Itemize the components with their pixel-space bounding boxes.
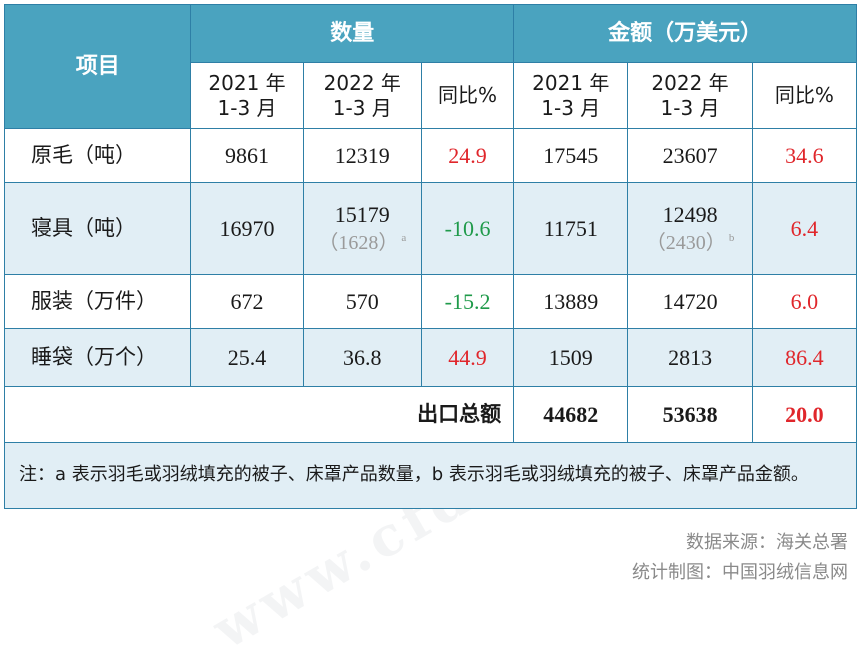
total-a2021: 44682 xyxy=(513,386,629,443)
cell-a2022-sub: （2430） xyxy=(645,232,726,255)
header-item: 项目 xyxy=(3,4,192,129)
cell-q-yoy: -10.6 xyxy=(420,182,515,275)
cell-q2021: 672 xyxy=(190,274,304,329)
cell-q2022: 12319 xyxy=(302,128,422,183)
total-a2022: 53638 xyxy=(627,386,753,443)
cell-a-yoy: 86.4 xyxy=(751,328,858,387)
total-row: 出口总额 44682 53638 20.0 xyxy=(3,386,858,443)
header-a2022: 2022 年 1-3 月 xyxy=(627,62,753,129)
cell-q-yoy: 44.9 xyxy=(420,328,515,387)
cell-a-yoy: 6.0 xyxy=(751,274,858,329)
cell-a2022: 23607 xyxy=(627,128,753,183)
header-a2021: 2021 年 1-3 月 xyxy=(513,62,629,129)
cell-a-yoy: 34.6 xyxy=(751,128,858,183)
cell-a2021: 11751 xyxy=(513,182,629,275)
table-row: 原毛（吨） 9861 12319 24.9 17545 23607 34.6 xyxy=(3,128,858,183)
data-source: 数据来源：海关总署 xyxy=(686,532,848,553)
header-q2022: 2022 年 1-3 月 xyxy=(302,62,422,129)
export-table: 项目 数量 金额（万美元） 2021 年 1-3 月 2022 年 1-3 月 同比… xyxy=(3,4,858,509)
row-label: 寝具（吨） xyxy=(3,182,192,275)
cell-q2022: 36.8 xyxy=(302,328,422,387)
cell-a2022: 2813 xyxy=(627,328,753,387)
header-q2021: 2021 年 1-3 月 xyxy=(190,62,304,129)
header-q-yoy: 同比% xyxy=(420,62,515,129)
total-a-yoy: 20.0 xyxy=(751,386,858,443)
row-label: 原毛（吨） xyxy=(3,128,192,183)
header-amount: 金额（万美元） xyxy=(513,4,857,63)
cell-q2021: 25.4 xyxy=(190,328,304,387)
cell-a2021: 17545 xyxy=(513,128,629,183)
footnote-mark-a: a xyxy=(401,231,407,244)
table-row: 服装（万件） 672 570 -15.2 13889 14720 6.0 xyxy=(3,274,858,329)
cell-q-yoy: -15.2 xyxy=(420,274,515,329)
cell-q2022-sub: （1628） xyxy=(318,232,399,255)
cell-q2021: 9861 xyxy=(190,128,304,183)
header-quantity: 数量 xyxy=(190,4,515,63)
cell-a-yoy: 6.4 xyxy=(751,182,858,275)
chart-credit: 统计制图：中国羽绒信息网 xyxy=(632,562,848,583)
cell-a2022: 12498 （2430） b xyxy=(627,182,753,275)
cell-q-yoy: 24.9 xyxy=(420,128,515,183)
row-label: 服装（万件） xyxy=(3,274,192,329)
cell-q2021: 16970 xyxy=(190,182,304,275)
cell-q2022: 15179 （1628） a xyxy=(302,182,422,275)
footnote: 注：a 表示羽毛或羽绒填充的被子、床罩产品数量，b 表示羽毛或羽绒填充的被子、床… xyxy=(4,442,857,509)
cell-q2022: 570 xyxy=(302,274,422,329)
table-row: 寝具（吨） 16970 15179 （1628） a -10.6 11751 12… xyxy=(3,182,858,275)
total-label: 出口总额 xyxy=(3,386,515,443)
table-row: 睡袋（万个） 25.4 36.8 44.9 1509 2813 86.4 xyxy=(3,328,858,387)
cell-a2021: 1509 xyxy=(513,328,629,387)
cell-a2021: 13889 xyxy=(513,274,629,329)
row-label: 睡袋（万个） xyxy=(3,328,192,387)
cell-a2022: 14720 xyxy=(627,274,753,329)
header-a-yoy: 同比% xyxy=(751,62,858,129)
footnote-mark-b: b xyxy=(728,231,735,244)
